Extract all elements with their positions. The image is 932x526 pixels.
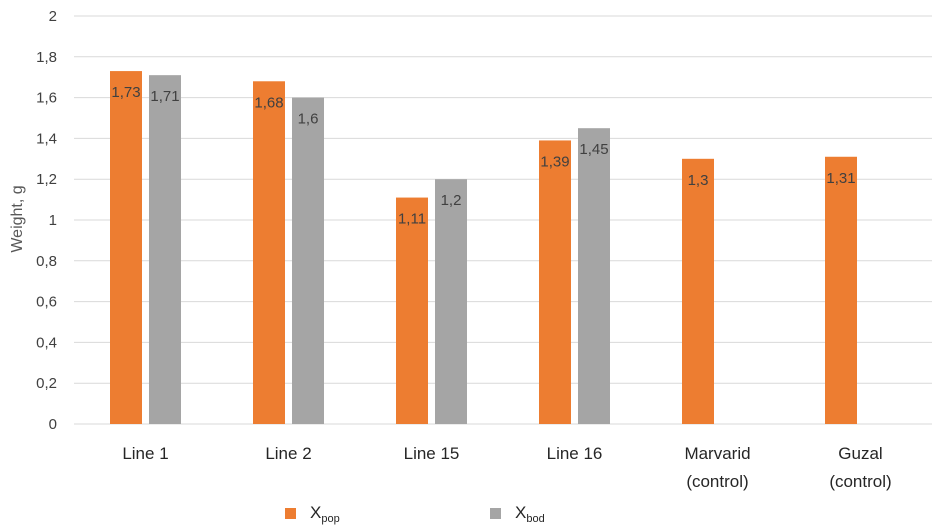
data-label: 1,68 <box>254 94 283 111</box>
data-label: 1,2 <box>441 192 462 209</box>
y-tick-label: 1,6 <box>36 90 57 107</box>
bar-pop-2 <box>253 81 285 424</box>
legend: Xpop Xbod <box>285 503 545 525</box>
bar-pop-5 <box>682 158 714 425</box>
y-tick-label: 1,8 <box>36 49 57 66</box>
legend-swatch <box>490 508 501 519</box>
data-label: 1,11 <box>398 211 426 228</box>
data-label: 1,31 <box>826 170 855 187</box>
data-label: 1,6 <box>298 111 319 128</box>
data-label: 1,71 <box>150 88 179 105</box>
y-tick-label: 0,4 <box>36 334 57 351</box>
legend-label: Xbod <box>515 503 545 525</box>
data-label: 1,3 <box>688 172 709 189</box>
bar-pop-4 <box>539 140 571 424</box>
bar-bod-2 <box>292 97 324 424</box>
y-tick-label: 0 <box>49 416 57 433</box>
x-category-label: Line 1 <box>122 444 168 463</box>
y-tick-label: 1,4 <box>36 130 57 147</box>
bar-bod-4 <box>578 128 610 424</box>
legend-label: Xpop <box>310 503 340 525</box>
x-category-label: Guzal (control) <box>829 444 891 491</box>
x-category-label: Line 2 <box>265 444 311 463</box>
data-labels: 1,73 1,68 1,11 1,39 1,3 1,31 1,71 1,6 1,2 1,45 <box>111 84 855 227</box>
y-tick-label: 2 <box>49 8 57 25</box>
bar-series <box>110 71 857 425</box>
legend-swatch <box>285 508 296 519</box>
data-label: 1,45 <box>579 141 608 158</box>
bar-pop-6 <box>825 156 857 424</box>
bar-pop-1 <box>110 71 142 424</box>
bar-bod-3 <box>435 179 467 424</box>
data-label: 1,73 <box>111 84 140 101</box>
x-category-label: Marvarid (control) <box>684 444 750 491</box>
x-category-label: Line 16 <box>547 444 603 463</box>
bar-bod-1 <box>149 75 181 424</box>
y-tick-label: 0,6 <box>36 294 57 311</box>
bar-pop-3 <box>396 197 428 424</box>
y-tick-label: 1 <box>49 212 57 229</box>
x-axis-categories: Line 1 Line 2 Line 15 Line 16 Marvarid (contr… <box>122 444 891 491</box>
x-category-label: Line 15 <box>404 444 460 463</box>
y-tick-label: 1,2 <box>36 171 57 188</box>
y-axis-ticks: 0 0,2 0,4 0,6 0,8 1 1,2 1,4 1,6 1,8 2 <box>36 8 57 433</box>
data-label: 1,39 <box>540 153 569 170</box>
gridlines <box>74 15 932 425</box>
y-axis-title: Weight, g <box>9 185 26 252</box>
y-tick-label: 0,8 <box>36 253 57 270</box>
y-tick-label: 0,2 <box>36 375 57 392</box>
